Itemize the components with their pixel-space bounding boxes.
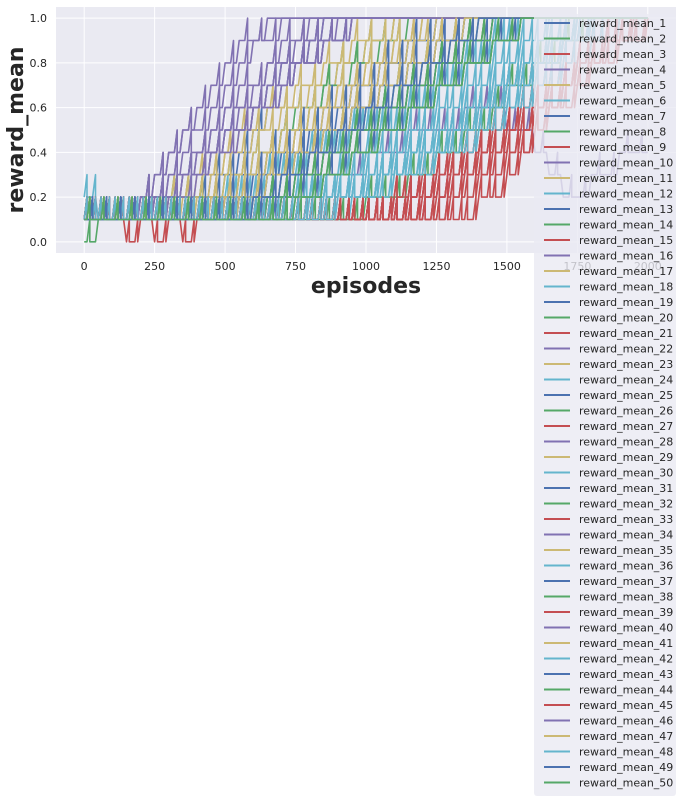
- legend-label: reward_mean_38: [579, 591, 673, 604]
- legend-label: reward_mean_19: [579, 296, 673, 309]
- legend-label: reward_mean_8: [579, 126, 666, 139]
- legend-label: reward_mean_44: [579, 684, 673, 697]
- legend-label: reward_mean_25: [579, 389, 673, 402]
- y-tick-label: 0.4: [30, 146, 48, 159]
- y-tick-label: 0.0: [30, 236, 48, 249]
- y-tick-labels: 0.0 0.2 0.4 0.6 0.8 1.0: [30, 12, 48, 249]
- y-tick-label: 0.8: [30, 57, 48, 70]
- legend-label: reward_mean_17: [579, 265, 673, 278]
- legend-label: reward_mean_40: [579, 622, 673, 635]
- legend-label: reward_mean_45: [579, 699, 673, 712]
- legend-label: reward_mean_48: [579, 746, 673, 759]
- legend-label: reward_mean_20: [579, 312, 673, 325]
- legend-label: reward_mean_31: [579, 482, 673, 495]
- legend-label: reward_mean_30: [579, 467, 673, 480]
- legend-label: reward_mean_37: [579, 575, 673, 588]
- legend-label: reward_mean_15: [579, 234, 673, 247]
- legend-label: reward_mean_42: [579, 653, 673, 666]
- legend-label: reward_mean_27: [579, 420, 673, 433]
- legend-label: reward_mean_7: [579, 110, 666, 123]
- y-tick-label: 0.2: [30, 191, 48, 204]
- legend-label: reward_mean_34: [579, 529, 673, 542]
- legend-label: reward_mean_23: [579, 358, 673, 371]
- legend-label: reward_mean_32: [579, 498, 673, 511]
- y-tick-label: 1.0: [30, 12, 48, 25]
- legend: reward_mean_1 reward_mean_2 reward_mean_3r…: [534, 14, 676, 796]
- legend-label: reward_mean_29: [579, 451, 673, 464]
- legend-label: reward_mean_18: [579, 281, 673, 294]
- legend-label: reward_mean_2: [579, 33, 666, 46]
- legend-label: reward_mean_9: [579, 141, 666, 154]
- legend-label: reward_mean_3: [579, 48, 666, 61]
- legend-label: reward_mean_41: [579, 637, 673, 650]
- legend-label: reward_mean_28: [579, 436, 673, 449]
- legend-label: reward_mean_14: [579, 219, 673, 232]
- legend-label: reward_mean_35: [579, 544, 673, 557]
- x-tick-label: 1250: [422, 260, 450, 273]
- legend-label: reward_mean_6: [579, 95, 666, 108]
- legend-label: reward_mean_43: [579, 668, 673, 681]
- legend-label: reward_mean_1: [579, 17, 666, 30]
- legend-label: reward_mean_47: [579, 730, 673, 743]
- legend-label: reward_mean_4: [579, 64, 666, 77]
- legend-label: reward_mean_49: [579, 761, 673, 774]
- legend-label: reward_mean_24: [579, 374, 673, 387]
- x-tick-label: 750: [285, 260, 306, 273]
- legend-label: reward_mean_50: [579, 777, 673, 790]
- legend-label: reward_mean_22: [579, 343, 673, 356]
- legend-label: reward_mean_36: [579, 560, 673, 573]
- x-tick-label: 250: [144, 260, 165, 273]
- x-tick-label: 500: [215, 260, 236, 273]
- legend-label: reward_mean_12: [579, 188, 673, 201]
- legend-label: reward_mean_10: [579, 157, 673, 170]
- legend-label: reward_mean_26: [579, 405, 673, 418]
- y-tick-label: 0.6: [30, 102, 48, 115]
- legend-label: reward_mean_46: [579, 715, 673, 728]
- legend-label: reward_mean_16: [579, 250, 673, 263]
- x-axis-label: episodes: [311, 274, 421, 299]
- x-tick-label: 1000: [352, 260, 380, 273]
- legend-label: reward_mean_5: [579, 79, 666, 92]
- x-tick-label: 0: [81, 260, 88, 273]
- y-axis-label: reward_mean: [4, 47, 29, 214]
- legend-label: reward_mean_11: [579, 172, 673, 185]
- legend-label: reward_mean_33: [579, 513, 673, 526]
- legend-label: reward_mean_39: [579, 606, 673, 619]
- legend-label: reward_mean_21: [579, 327, 673, 340]
- legend-label: reward_mean_13: [579, 203, 673, 216]
- x-tick-label: 1500: [493, 260, 521, 273]
